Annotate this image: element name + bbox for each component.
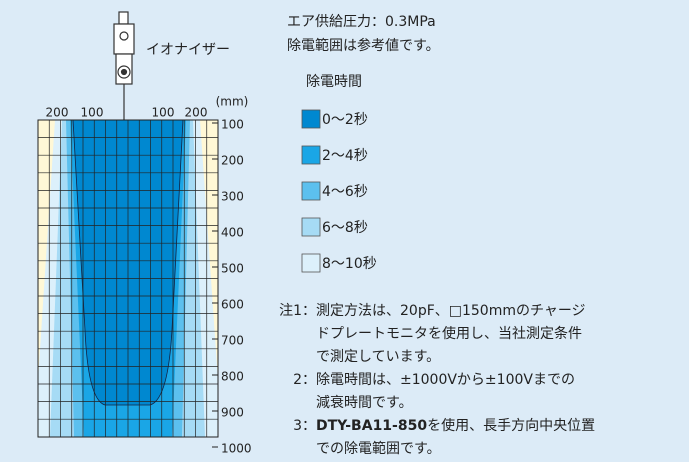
right-axis-label: 500 [221,262,244,276]
legend-label: 6～8秒 [322,220,368,236]
note-line: で測定しています。 [316,349,440,365]
legend-swatch [301,217,321,237]
legend-label: 0～2秒 [322,112,368,128]
right-axis-label: 100 [221,118,244,132]
note-bold: DTY-BA11-850 [316,418,427,434]
right-axis-label: 800 [221,370,244,384]
note-prefix: 3： [293,418,316,434]
note-line: 減衰時間です。 [316,394,413,411]
range-chart [37,119,219,438]
device-label: イオナイザー [146,42,230,58]
note-line: 測定方法は、20pF、□150mmのチャージ [316,303,586,319]
right-axis-label: 600 [221,298,244,312]
legend-title: 除電時間 [306,74,362,90]
right-axis-label: 400 [221,226,244,240]
legend-swatch [301,145,321,165]
legend-label: 2～4秒 [322,148,368,164]
right-axis-label: 700 [221,334,244,348]
header-line: エア供給圧力：0.3MPa [287,14,436,30]
note-prefix: 2： [293,372,316,388]
note-line: DTY-BA11-850を使用、長手方向中央位置 [316,417,595,434]
axis-unit: (mm) [216,95,249,109]
legend-label: 8～10秒 [322,256,377,272]
grid-lines [38,120,218,438]
header-line: 除電範囲は参考値です。 [287,37,440,54]
top-axis-label: 200 [185,106,208,120]
note-text: を使用、長手方向中央位置 [427,417,595,434]
legend-label: 4～6秒 [322,184,368,200]
legend-swatch [301,109,321,129]
right-axis-label: 1000 [221,442,252,456]
right-axis-label: 200 [221,154,244,168]
top-axis-label: 100 [81,106,104,120]
right-axis-label: 900 [221,406,244,420]
grid-border [37,119,219,438]
legend-swatch [301,181,321,201]
note-line: 除電時間は、±1000Vから±100Vまでの [316,372,575,388]
right-axis-label: 300 [221,190,244,204]
ionizer-icon [113,11,135,120]
note-line: ドプレートモニタを使用し、当社測定条件 [316,325,582,342]
note-prefix: 注1： [279,303,316,319]
top-axis-label: 200 [46,106,69,120]
top-axis-label: 100 [152,106,175,120]
note-line: での除電範囲です。 [316,440,441,457]
legend-swatch [301,253,321,273]
